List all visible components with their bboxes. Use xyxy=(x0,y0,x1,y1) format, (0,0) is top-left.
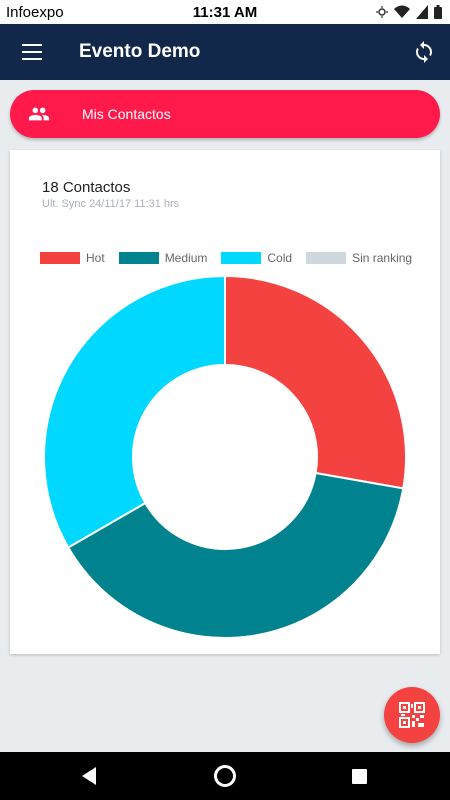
status-icons xyxy=(376,5,442,19)
legend-label-cold: Cold xyxy=(267,251,293,265)
battery-icon xyxy=(434,5,442,19)
signal-icon xyxy=(416,5,428,19)
page-title: Evento Demo xyxy=(79,41,201,62)
carrier-label: Infoexpo xyxy=(6,4,64,21)
my-contacts-button[interactable]: Mis Contactos xyxy=(10,90,440,138)
donut-slice-medium[interactable] xyxy=(66,471,405,639)
legend-swatch-cold xyxy=(221,252,262,264)
legend-item-sin-ranking[interactable]: Sin ranking xyxy=(306,251,412,265)
last-sync-label: Ult. Sync 24/11/17 11:31 hrs xyxy=(42,198,180,210)
notification-icon xyxy=(376,6,388,18)
recent-apps-icon[interactable] xyxy=(350,764,370,788)
app-bar: Evento Demo xyxy=(0,24,450,80)
chart-legend: Hot Medium Cold Sin ranking xyxy=(40,251,426,265)
menu-icon[interactable] xyxy=(22,44,42,60)
wifi-icon xyxy=(394,5,410,18)
donut-slice-cold[interactable] xyxy=(43,274,226,549)
sync-icon[interactable] xyxy=(412,40,436,64)
legend-item-medium[interactable]: Medium xyxy=(118,251,208,265)
status-time: 11:31 AM xyxy=(192,4,258,21)
legend-label-medium: Medium xyxy=(164,251,208,265)
qr-scan-button[interactable] xyxy=(384,687,440,743)
home-icon[interactable] xyxy=(213,764,237,788)
contacts-summary-card: 18 Contactos Ult. Sync 24/11/17 11:31 hr… xyxy=(10,150,440,654)
legend-label-hot: Hot xyxy=(86,251,105,265)
legend-swatch-sin-ranking xyxy=(306,252,347,264)
legend-item-hot[interactable]: Hot xyxy=(40,251,105,265)
back-icon[interactable] xyxy=(80,764,100,788)
my-contacts-label: Mis Contactos xyxy=(82,106,171,122)
donut-slice-hot[interactable] xyxy=(224,274,407,490)
people-icon xyxy=(28,107,50,121)
legend-label-sin-ranking: Sin ranking xyxy=(352,251,413,265)
system-navigation-bar xyxy=(0,752,450,800)
legend-swatch-hot xyxy=(40,252,80,264)
legend-swatch-medium xyxy=(118,252,159,264)
contacts-count: 18 Contactos xyxy=(42,179,131,196)
legend-item-cold[interactable]: Cold xyxy=(221,251,292,265)
qr-code-icon xyxy=(399,702,425,728)
donut-chart xyxy=(43,274,407,639)
status-bar: Infoexpo 11:31 AM xyxy=(0,0,450,24)
